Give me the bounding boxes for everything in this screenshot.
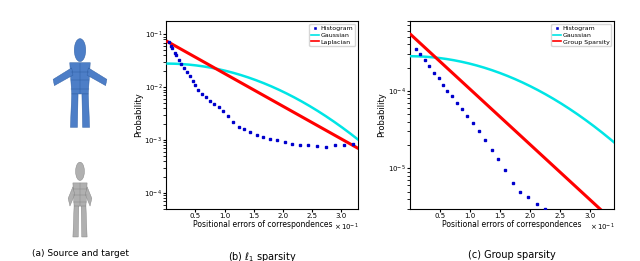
Polygon shape [87,68,107,86]
Ellipse shape [74,39,86,62]
Polygon shape [85,187,92,206]
Text: (c) Group sparsity: (c) Group sparsity [468,250,556,260]
Polygon shape [82,94,90,127]
Y-axis label: Probability: Probability [377,92,386,137]
Legend: Histogram, Gaussian, Laplacian: Histogram, Gaussian, Laplacian [309,24,355,46]
Legend: Histogram, Gaussian, Group Sparsity: Histogram, Gaussian, Group Sparsity [551,24,611,46]
Text: $\times\,10^{-1}$: $\times\,10^{-1}$ [589,222,614,233]
Y-axis label: Probability: Probability [134,92,143,137]
Polygon shape [70,63,90,94]
Polygon shape [73,206,79,237]
X-axis label: Positional errors of correspondences: Positional errors of correspondences [193,220,332,229]
X-axis label: Positional errors of correspondences: Positional errors of correspondences [442,220,582,229]
Polygon shape [73,183,87,206]
Polygon shape [81,206,87,237]
Polygon shape [70,94,78,127]
Text: (a) Source and target: (a) Source and target [31,250,129,258]
Text: (b) $\ell_1$ sparsity: (b) $\ell_1$ sparsity [228,250,297,261]
Ellipse shape [76,162,84,181]
Text: $\times\,10^{-1}$: $\times\,10^{-1}$ [333,222,358,233]
Polygon shape [68,187,75,206]
Polygon shape [53,68,73,86]
